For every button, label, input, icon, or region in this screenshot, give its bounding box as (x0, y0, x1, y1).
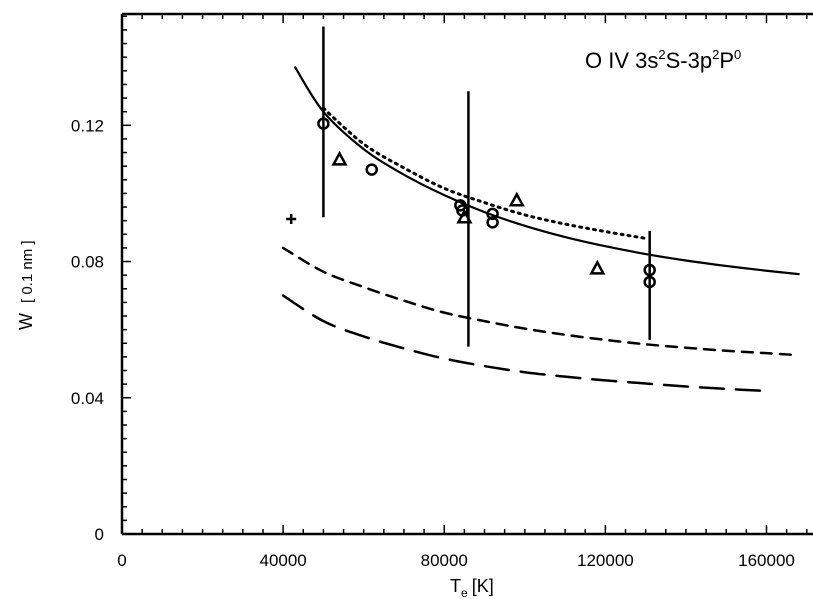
x-tick-label: 120000 (577, 551, 634, 570)
triangle-point (331, 150, 348, 166)
x-axis-label: Te [K] (450, 576, 494, 599)
series-solid-line (294, 66, 800, 276)
circle-point (643, 275, 656, 289)
y-tick-label: 0.12 (71, 116, 104, 135)
curves (281, 66, 800, 393)
x-tick-label: 80000 (421, 551, 468, 570)
circle-point (643, 263, 656, 277)
error-bars (322, 26, 651, 347)
circle-point (317, 117, 330, 130)
y-axis-label: W[ 0.1 nm ] (16, 240, 36, 330)
triangle-point (508, 191, 525, 207)
circle-point (486, 207, 499, 221)
plus-point (286, 213, 297, 224)
y-tick-label: 0.04 (71, 389, 104, 408)
x-tick-label: 0 (117, 551, 126, 570)
circle-point (365, 163, 378, 176)
y-tick-label: 0.08 (71, 253, 104, 272)
series-dotted-line (321, 106, 648, 240)
circle-point (486, 216, 499, 229)
triangle-point (456, 208, 473, 224)
triangle-point (589, 259, 606, 275)
y-tick-label: 0 (95, 525, 104, 544)
x-tick-label: 160000 (738, 551, 795, 570)
series-longdash-line (281, 294, 768, 393)
x-tick-label: 40000 (259, 551, 306, 570)
series-dashed-line (281, 246, 800, 357)
data-points (286, 117, 656, 289)
chart-annotation: O IV 3s2S-3p2P0 (585, 47, 741, 73)
axes: 0 40000 80000 120000 160000 0 0.04 0.08 0.12 (71, 12, 813, 570)
